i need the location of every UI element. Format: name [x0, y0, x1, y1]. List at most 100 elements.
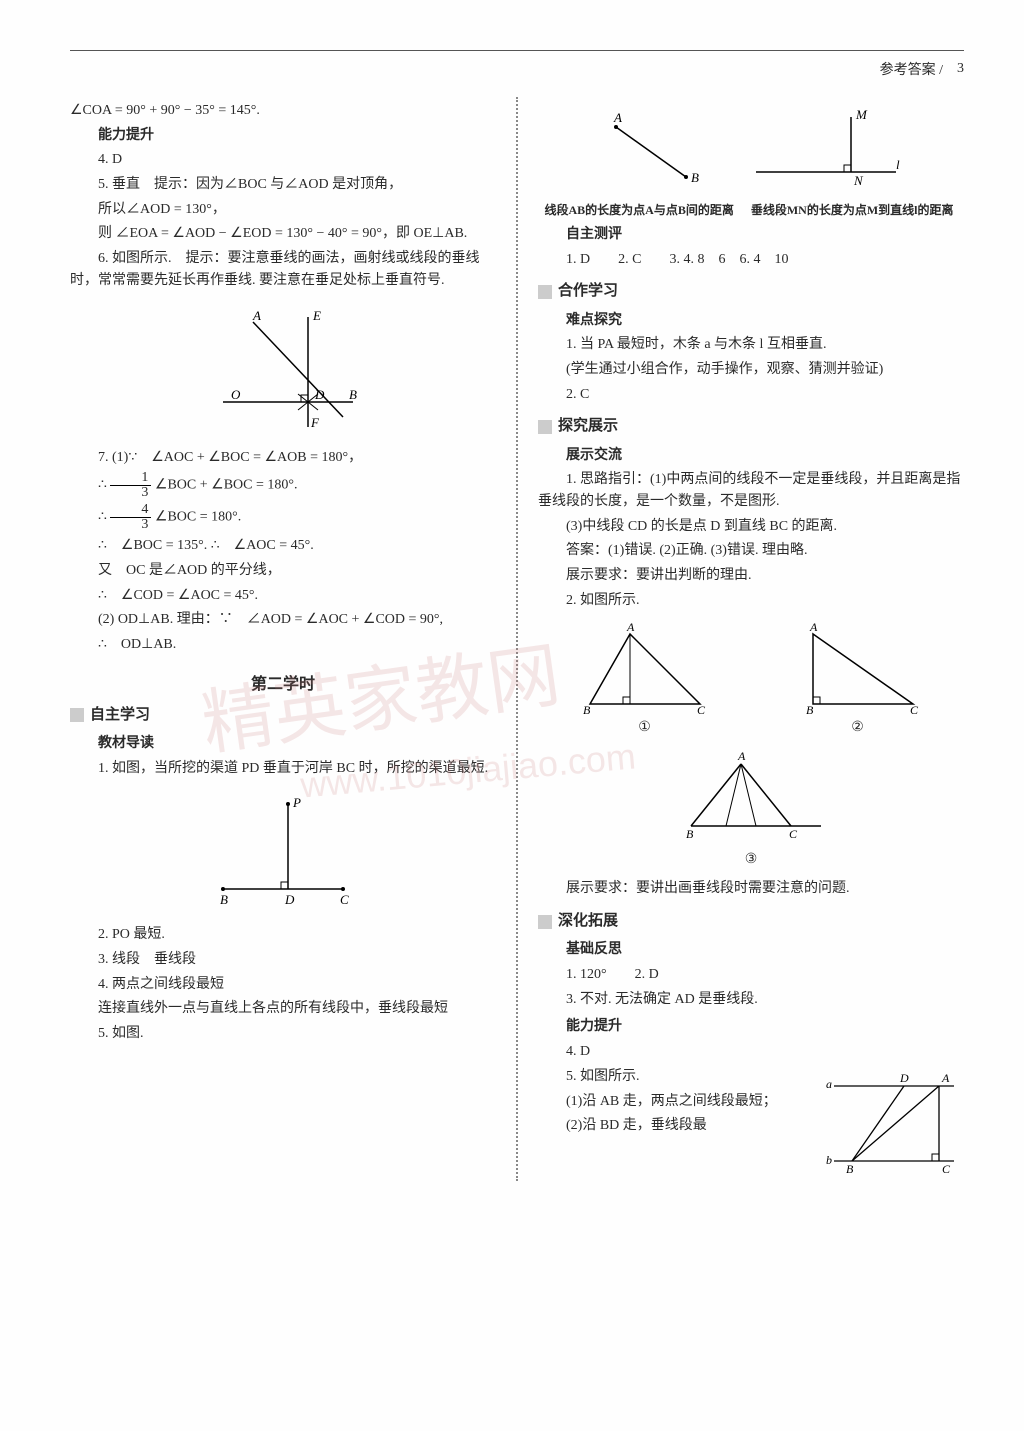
svg-text:P: P [292, 795, 301, 810]
boc-eq-2: ∠BOC = 180°. [155, 510, 241, 525]
ans-7-5: 又 OC 是∠AOD 的平分线， [70, 560, 496, 582]
self-test-answers: 1. D 2. C 3. 4. 8 6 6. 4 10 [538, 249, 964, 271]
svg-text:A: A [809, 620, 818, 634]
ans-7-6: ∴ ∠COD = ∠AOC = 45°. [70, 585, 496, 607]
svg-text:B: B [349, 387, 357, 402]
svg-text:B: B [583, 703, 591, 717]
svg-text:b: b [826, 1153, 832, 1167]
svg-text:C: C [789, 827, 798, 841]
svg-text:B: B [691, 170, 699, 185]
reading-4b: 连接直线外一点与直线上各点的所有线段中，垂线段最短 [70, 998, 496, 1020]
ans-7-4: ∴ ∠BOC = 135°. ∴ ∠AOC = 45°. [70, 535, 496, 557]
reading-3: 3. 线段 垂线段 [70, 949, 496, 971]
figure-3-caption-1: 线段AB的长度为点A与点B间的距离 [543, 201, 735, 218]
boc-eq-1: ∠BOC + ∠BOC = 180°. [155, 478, 298, 493]
section-self-label: 自主学习 [90, 707, 150, 723]
show-1a: 1. 思路指引：(1)中两点间的线段不一定是垂线段，并且距离是指垂线段的长度，是… [538, 469, 964, 512]
reflect-3: 3. 不对. 无法确定 AD 是垂线段. [538, 989, 964, 1011]
svg-text:B: B [686, 827, 694, 841]
section-coop: 合作学习 [538, 280, 964, 303]
section-self-study: 自主学习 [70, 704, 496, 727]
ans-7-3: ∴ 43 ∠BOC = 180°. [70, 503, 496, 532]
svg-text:A: A [613, 110, 622, 125]
figure-2: P B D C [70, 789, 496, 914]
section-icon-2 [538, 285, 552, 299]
frac1-den: 3 [110, 486, 151, 500]
diff-1b: (学生通过小组合作，动手操作，观察、猜测并验证) [538, 359, 964, 381]
sub-self-test: 自主测评 [538, 224, 964, 246]
therefore-1: ∴ [98, 478, 107, 493]
svg-text:E: E [312, 308, 321, 323]
figure-4: a D A b B C [824, 1066, 964, 1181]
ans-5c: 则 ∠EOA = ∠AOD − ∠EOD = 130° − 40° = 90°，… [70, 223, 496, 245]
reading-4a: 4. 两点之间线段最短 [70, 974, 496, 996]
section-coop-label: 合作学习 [558, 283, 618, 299]
show-1b: (3)中线段 CD 的长是点 D 到直线 BC 的距离. [538, 516, 964, 538]
section-icon-4 [538, 915, 552, 929]
svg-text:B: B [806, 703, 814, 717]
figure-3-caption-2: 垂线段MN的长度为点M到直线l的距离 [746, 201, 959, 218]
right-column: A B M l N 线段AB的长度为点A与点B间的距离 垂线段MN的长度为点M到… [538, 97, 964, 1181]
svg-text:M: M [855, 107, 868, 122]
show-2-req: 展示要求：要讲出画垂线段时需要注意的问题. [538, 878, 964, 900]
ans-4: 4. D [70, 149, 496, 171]
lesson-2-title: 第二学时 [70, 670, 496, 694]
reading-1: 1. 如图，当所挖的渠道 PD 垂直于河岸 BC 时，所挖的渠道最短. [70, 758, 496, 780]
ans-6: 6. 如图所示. 提示：要注意垂线的画法，画射线或线段的垂线时，常常需要先延长再… [70, 248, 496, 291]
section-ability: 能力提升 [70, 125, 496, 147]
figure-3: A B M l N [538, 107, 964, 197]
sub-reading: 教材导读 [70, 733, 496, 755]
ans-7-2: ∴ 13 ∠BOC + ∠BOC = 180°. [70, 471, 496, 500]
sub-show: 展示交流 [538, 445, 964, 467]
svg-text:F: F [310, 415, 320, 430]
svg-text:C: C [697, 703, 706, 717]
reflect-1: 1. 120° 2. D [538, 964, 964, 986]
svg-text:D: D [284, 892, 295, 907]
tri-label-2: ② [851, 719, 864, 736]
section-icon-3 [538, 420, 552, 434]
section-show-label: 探究展示 [558, 418, 618, 434]
ans-7-1: 7. (1)∵ ∠AOC + ∠BOC = ∠AOB = 180°， [70, 447, 496, 469]
show-1c: 答案：(1)错误. (2)正确. (3)错误. 理由略. [538, 540, 964, 562]
svg-text:A: A [737, 749, 746, 763]
header-rule [70, 50, 964, 51]
ans-5a: 5. 垂直 提示：因为∠BOC 与∠AOD 是对顶角， [70, 174, 496, 196]
svg-text:A: A [626, 620, 635, 634]
ans-7-7: (2) OD⊥AB. 理由：∵ ∠AOD = ∠AOC + ∠COD = 90°… [70, 609, 496, 631]
svg-text:l: l [896, 157, 900, 172]
section-show: 探究展示 [538, 415, 964, 438]
sub-ability-2: 能力提升 [538, 1016, 964, 1038]
sub-reflect: 基础反思 [538, 939, 964, 961]
reading-2: 2. PO 最短. [70, 924, 496, 946]
header-title: 参考答案 / [880, 59, 943, 79]
svg-text:N: N [853, 173, 864, 188]
svg-text:C: C [910, 703, 919, 717]
reflect-4: 4. D [538, 1041, 964, 1063]
tri-label-3: ③ [538, 851, 964, 868]
tri-label-1: ① [638, 719, 651, 736]
line-coa: ∠COA = 90° + 90° − 35° = 145°. [70, 100, 496, 122]
ans-5b: 所以∠AOD = 130°， [70, 199, 496, 221]
left-column: ∠COA = 90° + 90° − 35° = 145°. 能力提升 4. D… [70, 97, 496, 1181]
reading-5: 5. 如图. [70, 1023, 496, 1045]
show-1d: 展示要求：要讲出判断的理由. [538, 565, 964, 587]
triangles-row-1: A B C A B C [538, 619, 964, 719]
svg-text:C: C [942, 1162, 951, 1176]
diff-1a: 1. 当 PA 最短时，木条 a 与木条 l 互相垂直. [538, 334, 964, 356]
section-deepen: 深化拓展 [538, 910, 964, 933]
frac1-num: 1 [110, 471, 151, 486]
svg-text:B: B [846, 1162, 854, 1176]
frac2-num: 4 [110, 503, 151, 518]
sub-difficulty: 难点探究 [538, 310, 964, 332]
figure-1: A E O D B F [70, 302, 496, 437]
ans-7-8: ∴ OD⊥AB. [70, 634, 496, 656]
svg-text:B: B [220, 892, 228, 907]
column-divider [516, 97, 518, 1181]
frac2-den: 3 [110, 518, 151, 532]
svg-text:A: A [252, 308, 261, 323]
page-number: 3 [957, 61, 964, 77]
svg-text:D: D [899, 1071, 909, 1085]
svg-text:a: a [826, 1077, 832, 1091]
svg-text:O: O [231, 387, 241, 402]
section-deepen-label: 深化拓展 [558, 913, 618, 929]
